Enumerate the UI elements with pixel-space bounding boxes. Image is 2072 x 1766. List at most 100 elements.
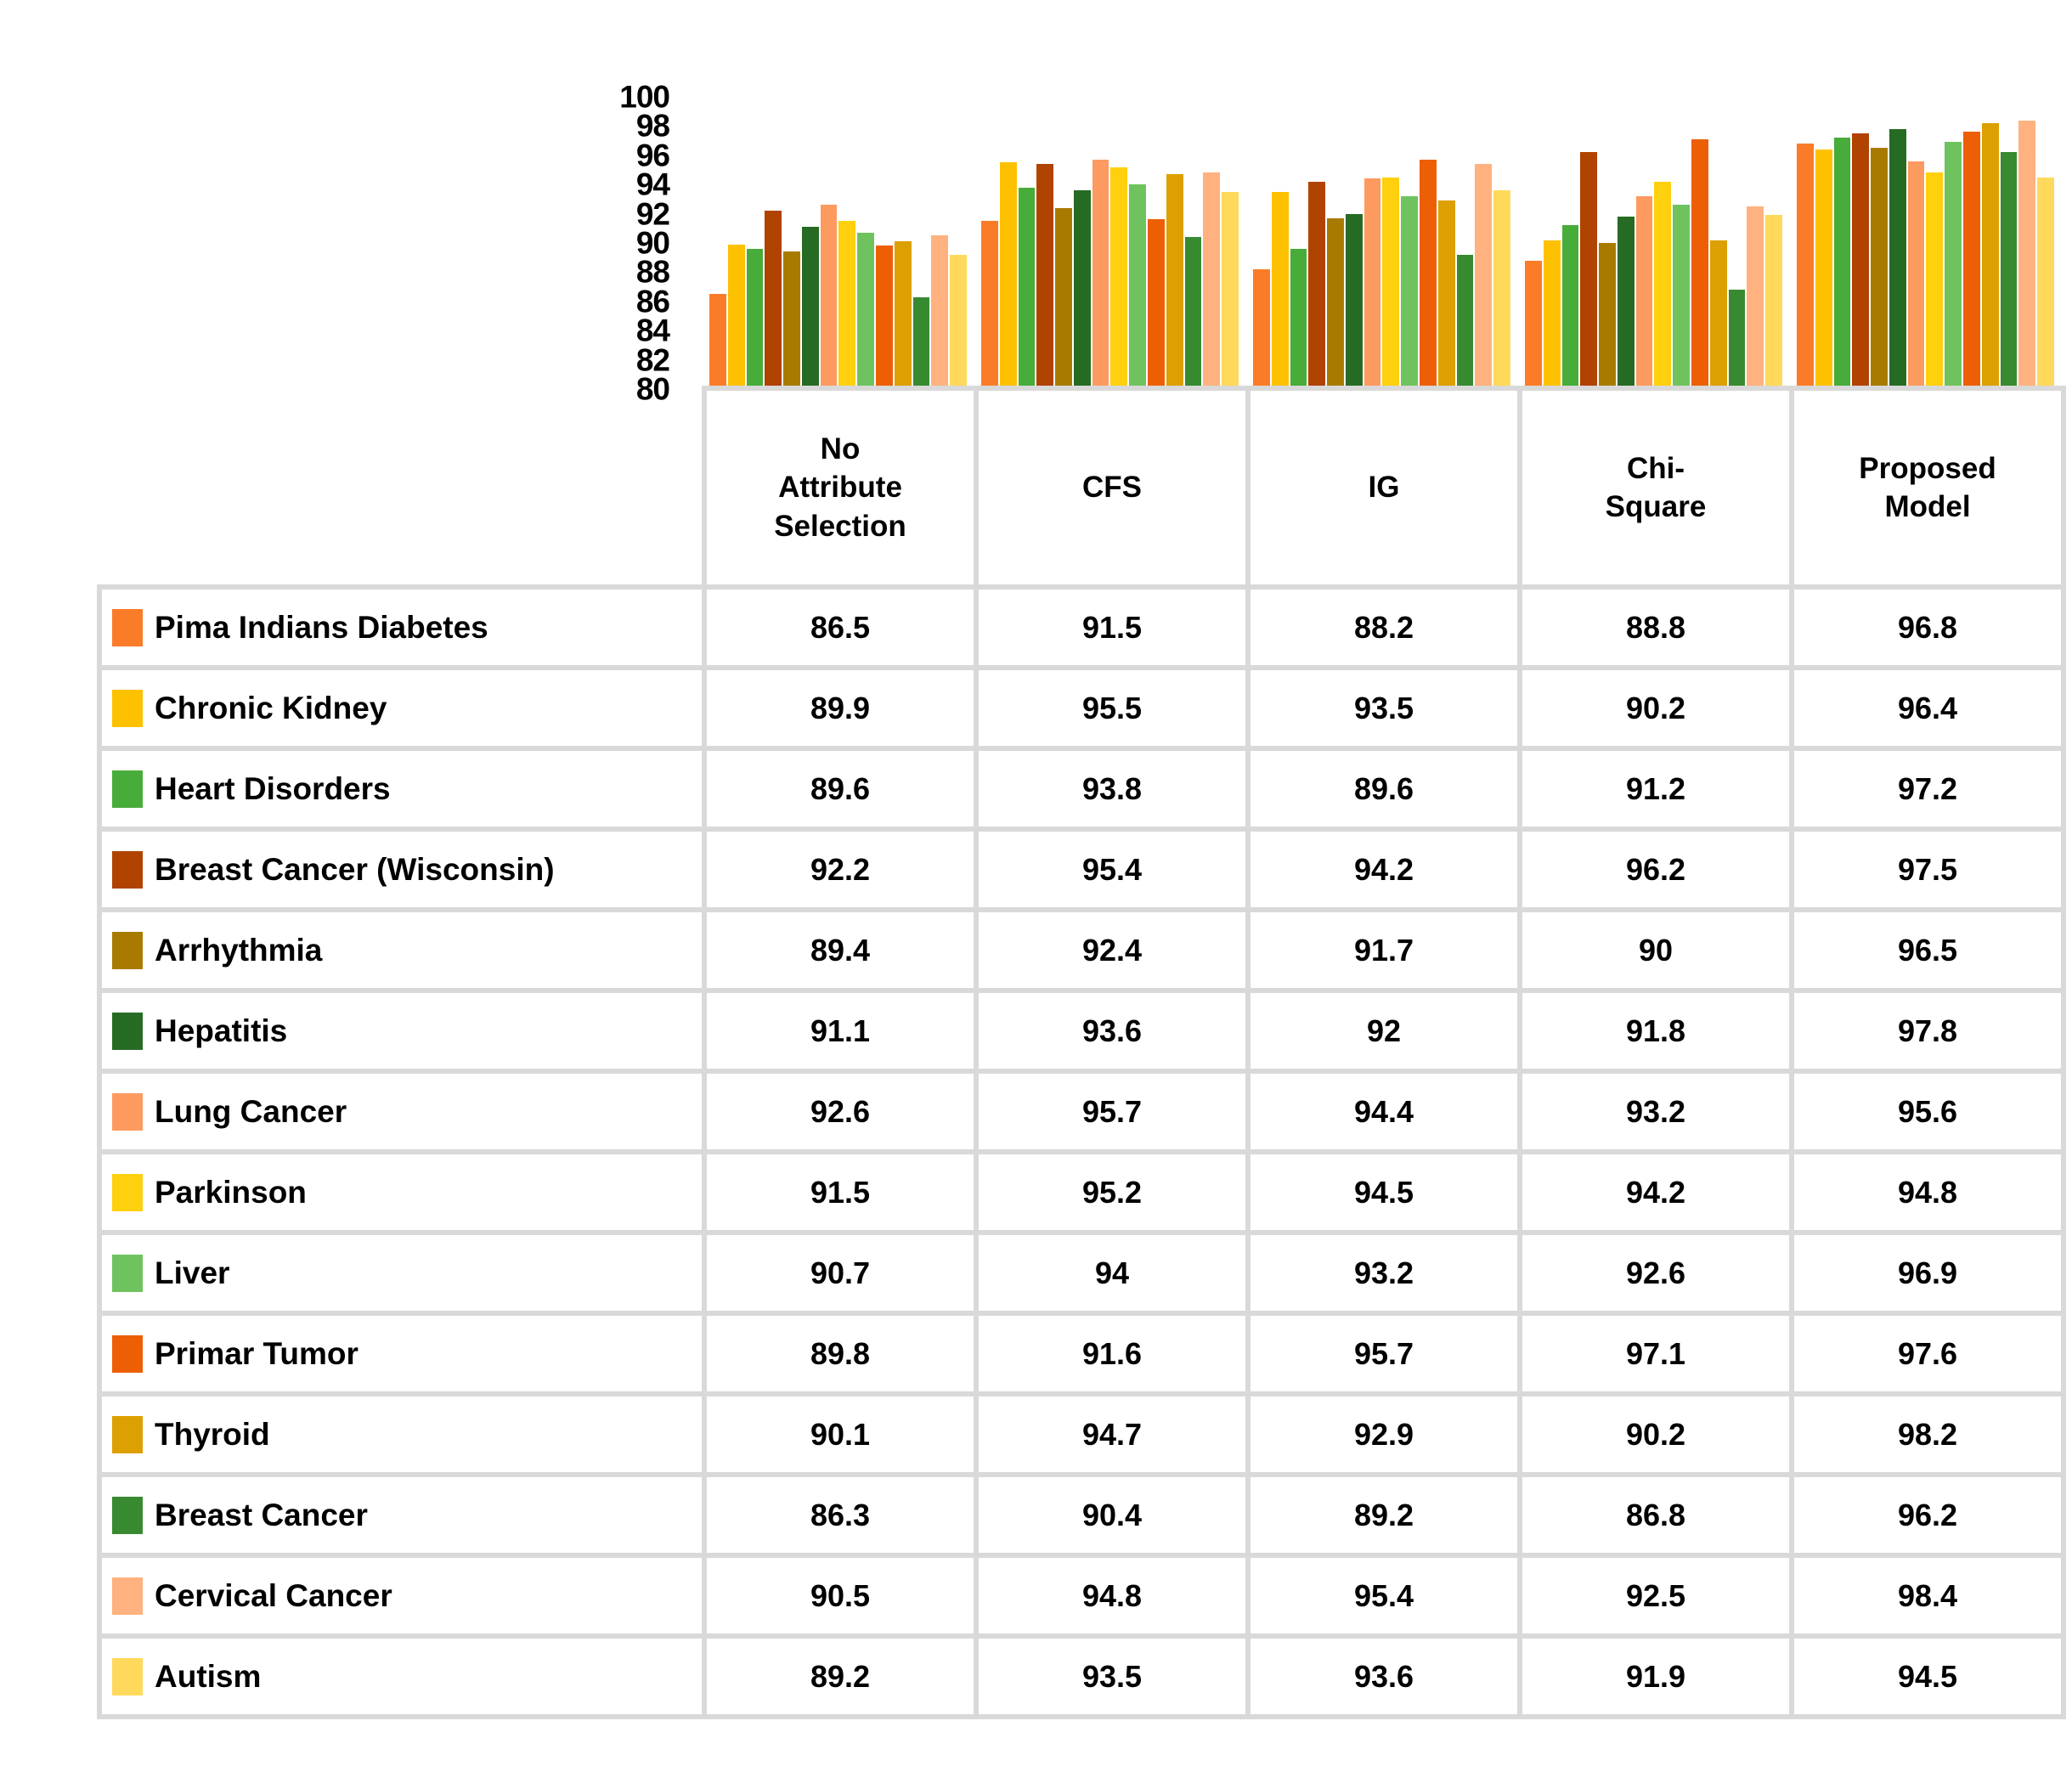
- bar: [2000, 152, 2018, 389]
- bar: [1617, 217, 1634, 389]
- value-cell: 92.4: [979, 912, 1245, 988]
- bar: [1635, 195, 1653, 389]
- legend-swatch: [112, 1092, 143, 1131]
- bar: [1073, 190, 1091, 389]
- column-header-cell: Chi-Square: [1522, 391, 1789, 584]
- bar: [1907, 161, 1925, 389]
- value-cell: 94.8: [1794, 1154, 2061, 1230]
- value-cell: 94.2: [1251, 832, 1517, 907]
- bar: [912, 296, 930, 389]
- y-axis-tick-label: 86: [635, 284, 670, 319]
- legend-swatch: [112, 689, 143, 727]
- bar: [727, 244, 745, 389]
- value-cell: 91.7: [1251, 912, 1517, 988]
- dataset-name: Breast Cancer (Wisconsin): [155, 851, 555, 887]
- value-cell: 92.5: [1522, 1558, 1789, 1633]
- dataset-name: Pima Indians Diabetes: [155, 609, 488, 645]
- legend-swatch: [112, 850, 143, 889]
- y-axis-tick-label: 94: [635, 166, 670, 202]
- dataset-name: Arrhythmia: [155, 932, 323, 968]
- value-cell: 95.4: [1251, 1558, 1517, 1633]
- legend-swatch: [112, 1657, 143, 1695]
- value-cell: 92.9: [1251, 1396, 1517, 1472]
- value-cell: 95.7: [979, 1074, 1245, 1149]
- legend-swatch: [112, 1496, 143, 1534]
- bar: [1691, 138, 1708, 389]
- bar: [1363, 178, 1381, 389]
- dataset-name: Lung Cancer: [155, 1093, 347, 1129]
- bar: [1420, 159, 1437, 389]
- row-label-cell: Breast Cancer: [102, 1477, 702, 1553]
- bar: [1493, 190, 1510, 389]
- bar: [1543, 240, 1561, 389]
- bar: [1253, 268, 1270, 389]
- value-cell: 92.2: [707, 832, 974, 907]
- column-header-label: IG: [1368, 471, 1400, 505]
- bar: [857, 232, 875, 389]
- value-cell: 91.5: [707, 1154, 974, 1230]
- bar-group: [707, 93, 979, 389]
- dataset-name: Breast Cancer: [155, 1497, 368, 1532]
- y-axis-tick-label: 96: [635, 138, 670, 173]
- value-cell: 97.2: [1794, 751, 2061, 827]
- legend-swatch: [112, 931, 143, 969]
- value-cell: 97.6: [1794, 1316, 2061, 1391]
- value-cell: 98.2: [1794, 1396, 2061, 1472]
- value-cell: 96.8: [1794, 590, 2061, 665]
- value-cell: 93.5: [1251, 670, 1517, 746]
- dataset-name: Heart Disorders: [155, 770, 391, 806]
- dataset-name: Primar Tumor: [155, 1335, 359, 1371]
- value-cell: 86.8: [1522, 1477, 1789, 1553]
- bar: [1055, 207, 1072, 389]
- row-label-cell: Arrhythmia: [102, 912, 702, 988]
- bar: [894, 241, 912, 389]
- row-label-cell: Parkinson: [102, 1154, 702, 1230]
- value-cell: 90: [1522, 912, 1789, 988]
- value-cell: 91.8: [1522, 993, 1789, 1069]
- value-cell: 92.6: [1522, 1235, 1789, 1311]
- bar: [1728, 290, 1746, 389]
- bar: [1308, 181, 1326, 389]
- value-cell: 90.7: [707, 1235, 974, 1311]
- value-cell: 94.7: [979, 1396, 1245, 1472]
- bar: [1203, 172, 1221, 389]
- value-cell: 93.2: [1522, 1074, 1789, 1149]
- bar: [1815, 149, 1832, 389]
- y-axis-tick-label: 82: [635, 342, 670, 378]
- y-axis-tick-label: 80: [635, 371, 670, 407]
- bar: [1271, 191, 1289, 389]
- row-label-cell: Breast Cancer (Wisconsin): [102, 832, 702, 907]
- bar: [1148, 219, 1165, 389]
- value-cell: 94: [979, 1235, 1245, 1311]
- bar-group: [979, 93, 1251, 389]
- value-cell: 89.4: [707, 912, 974, 988]
- value-cell: 88.8: [1522, 590, 1789, 665]
- bar: [1456, 254, 1474, 389]
- value-cell: 93.8: [979, 751, 1245, 827]
- row-label-cell: Lung Cancer: [102, 1074, 702, 1149]
- bar: [1561, 225, 1579, 389]
- value-cell: 97.5: [1794, 832, 2061, 907]
- dataset-name: Liver: [155, 1255, 230, 1290]
- row-label-cell: Chronic Kidney: [102, 670, 702, 746]
- bar: [1401, 195, 1419, 389]
- legend-swatch: [112, 1173, 143, 1211]
- dataset-name: Parkinson: [155, 1174, 307, 1210]
- y-axis-tick-label: 98: [635, 108, 670, 144]
- value-cell: 90.5: [707, 1558, 974, 1633]
- bar: [1709, 240, 1727, 389]
- column-header-cell: No Attribute Selection: [707, 391, 974, 584]
- dataset-name: Autism: [155, 1658, 262, 1694]
- y-axis-tick-label: 84: [635, 313, 670, 348]
- column-header-cell: IG: [1251, 391, 1517, 584]
- bar-group: [1794, 93, 2066, 389]
- value-cell: 97.8: [1794, 993, 2061, 1069]
- bar: [1654, 181, 1672, 389]
- bar: [1945, 142, 1962, 389]
- bar: [1345, 213, 1363, 389]
- column-header-label: No Attribute Selection: [774, 432, 906, 543]
- bar: [2037, 177, 2054, 389]
- value-cell: 90.2: [1522, 1396, 1789, 1472]
- bar-group: [1522, 93, 1794, 389]
